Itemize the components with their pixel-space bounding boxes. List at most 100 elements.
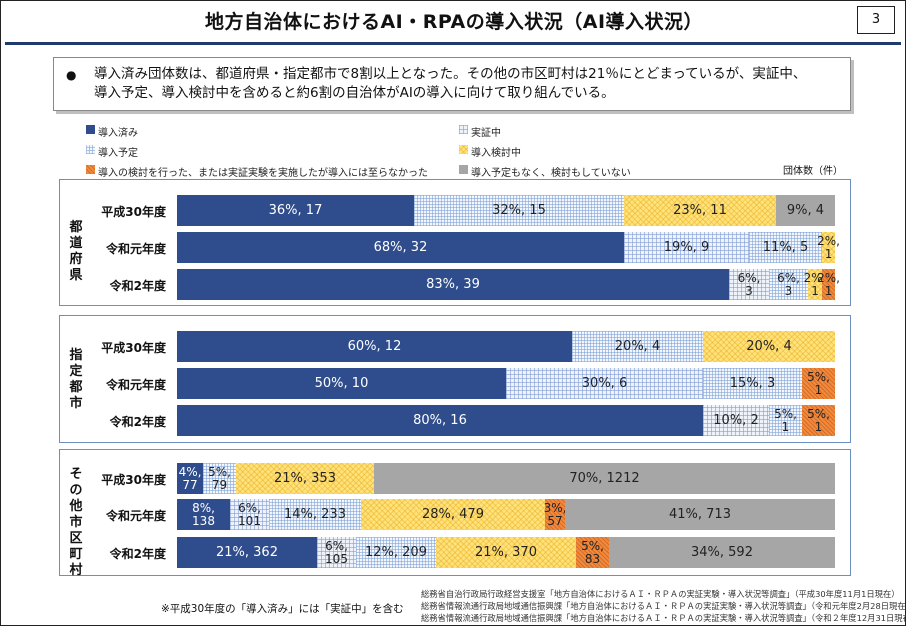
data-label: 50%, 10 — [314, 376, 369, 391]
row-label: 令和元年度 — [105, 509, 166, 523]
data-label: 19%, 9 — [663, 240, 710, 255]
data-label: 5%, 83 — [581, 538, 604, 566]
bar-segment: 12%, 209 — [356, 537, 436, 568]
data-label: 20%, 4 — [746, 339, 792, 354]
data-label: 32%, 15 — [492, 203, 546, 218]
data-label: 6%, 105 — [325, 538, 348, 566]
legend-swatch — [86, 165, 95, 174]
data-label: 9%, 4 — [786, 203, 825, 218]
data-label: 21%, 353 — [274, 471, 336, 486]
bar-segment: 80%, 16 — [177, 405, 703, 436]
chart-section — [59, 449, 851, 576]
row-label: 令和元年度 — [105, 242, 166, 256]
bar-segment: 23%, 11 — [624, 195, 776, 226]
source-line-2: 総務省情報流通行政局地域通信振興課「地方自治体におけるＡＩ・ＲＰＡの実証実験・導… — [421, 601, 906, 611]
data-label: 4%, 77 — [178, 464, 202, 492]
data-label: 5%, 1 — [774, 406, 797, 434]
chart-section — [59, 179, 851, 306]
data-label: 5%, 1 — [807, 406, 830, 434]
slide-title: 地方自治体におけるAI・RPAの導入状況（AI導入状況） — [204, 11, 704, 33]
data-label: 11%, 5 — [762, 240, 809, 255]
bar-segment: 41%, 713 — [565, 499, 835, 530]
legend-swatch — [86, 145, 95, 154]
page-number: 3 — [857, 6, 895, 34]
legend-swatch — [459, 145, 468, 154]
data-label: 14%, 233 — [284, 507, 346, 522]
data-label: 83%, 39 — [426, 277, 480, 292]
data-label: 30%, 6 — [581, 376, 628, 391]
bar-segment: 6%, 105 — [317, 537, 356, 568]
data-label: 6%, 3 — [737, 270, 761, 298]
bar-segment: 5%, 1 — [802, 368, 835, 399]
bar-segment: 11%, 5 — [749, 232, 822, 263]
bar-segment: 28%, 479 — [361, 499, 545, 530]
row-label: 令和2年度 — [109, 415, 166, 429]
bar-segment: 20%, 4 — [703, 331, 835, 362]
bar-segment: 3%, 57 — [543, 499, 567, 530]
legend-swatch — [459, 125, 468, 134]
summary-text: 導入済み団体数は、都道府県・指定都市で8割以上となった。その他の市区町村は21％… — [94, 65, 844, 103]
row-label: 平成30年度 — [101, 473, 166, 487]
data-label: 21%, 370 — [475, 545, 537, 560]
legend-label: 導入の検討を行った、または実証実験を実施したが導入には至らなかった — [98, 168, 428, 179]
chart-section — [59, 315, 851, 443]
bar-segment: 15%, 3 — [703, 368, 802, 399]
data-label: 10%, 2 — [713, 413, 759, 428]
group-label: その他市区町村 — [69, 467, 83, 578]
data-label: 34%, 592 — [691, 545, 753, 560]
bar-segment: 2%, 1 — [804, 269, 826, 300]
data-label: 12%, 209 — [365, 545, 427, 560]
bar-segment: 19%, 9 — [624, 232, 749, 263]
bar-segment: 5%, 83 — [576, 537, 609, 568]
bar-segment: 6%, 3 — [769, 269, 808, 300]
data-label: 6%, 101 — [238, 500, 261, 528]
bar-segment: 50%, 10 — [177, 368, 506, 399]
bar-segment: 2%, 1 — [817, 269, 840, 300]
data-label: 41%, 713 — [669, 507, 731, 522]
bar-segment: 5%, 1 — [802, 405, 835, 436]
bar-segment: 68%, 32 — [177, 232, 624, 263]
bar-segment: 5%, 79 — [203, 463, 236, 494]
data-label: 36%, 17 — [268, 203, 323, 218]
data-label: 28%, 479 — [422, 507, 484, 522]
footnote: ※平成30年度の「導入済み」には「実証中」を含む — [161, 603, 404, 615]
summary-line-2: 導入予定、導入検討中を含めると約6割の自治体がAIの導入に向けて取り組んでいる。 — [94, 85, 615, 101]
legend-label: 実証中 — [471, 128, 501, 139]
data-label: 23%, 11 — [673, 203, 727, 218]
data-label: 2%, 1 — [817, 270, 840, 298]
data-label: 2%, 1 — [803, 270, 827, 298]
bar-segment: 60%, 12 — [177, 331, 572, 362]
bar-segment: 5%, 1 — [769, 405, 802, 436]
row-label: 平成30年度 — [101, 205, 166, 219]
bar-segment: 4%, 77 — [177, 463, 203, 494]
title-underline — [5, 42, 901, 45]
bar-segment: 34%, 592 — [609, 537, 835, 568]
bar-segment: 21%, 370 — [436, 537, 576, 568]
bar-segment: 9%, 4 — [776, 195, 835, 226]
legend-label: 導入済み — [98, 128, 138, 139]
data-label: 5%, 1 — [807, 369, 830, 397]
data-label: 6%, 3 — [777, 270, 800, 298]
data-label: 21%, 362 — [216, 545, 278, 560]
bar-segment: 21%, 353 — [236, 463, 374, 494]
group-label: 指定都市 — [69, 348, 83, 411]
summary-box: ● 導入済み団体数は、都道府県・指定都市で8割以上となった。その他の市区町村は2… — [53, 57, 851, 111]
summary-line-1: 導入済み団体数は、都道府県・指定都市で8割以上となった。その他の市区町村は21％… — [94, 66, 807, 82]
row-label: 令和元年度 — [105, 378, 166, 392]
row-label: 平成30年度 — [101, 341, 166, 355]
legend-swatch — [86, 125, 95, 134]
legend-label: 導入検討中 — [471, 148, 521, 159]
bar-segment: 2%, 1 — [817, 232, 840, 263]
data-label: 2%, 1 — [817, 233, 840, 261]
bar-segment: 36%, 17 — [177, 195, 414, 226]
unit-label: 団体数（件） — [783, 166, 843, 177]
data-label: 68%, 32 — [373, 240, 428, 255]
row-label: 令和2年度 — [109, 279, 166, 293]
data-label: 5%, 79 — [208, 464, 231, 492]
bullet-icon: ● — [66, 68, 77, 82]
legend-label: 導入予定もなく、検討もしていない — [471, 168, 631, 179]
data-label: 70%, 1212 — [569, 471, 640, 486]
data-label: 3%, 57 — [543, 500, 567, 528]
legend-label: 導入予定 — [98, 148, 138, 159]
